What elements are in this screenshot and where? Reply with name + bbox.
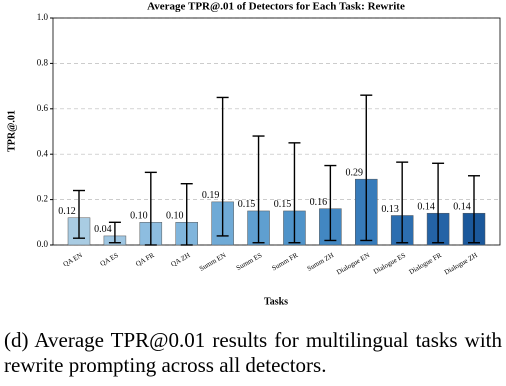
x-tick-label: Dialogue ES	[372, 251, 407, 276]
x-tick-label: Summ EN	[198, 251, 227, 273]
value-label: 0.10	[130, 211, 148, 222]
plot-frame	[52, 17, 501, 246]
y-tick-label: 0.2	[37, 194, 48, 204]
x-tick-label: Dialogue EN	[335, 251, 371, 276]
value-label: 0.13	[381, 204, 399, 215]
chart: Average TPR@.01 of Detectors for Each Ta…	[6, 1, 501, 307]
caption: (d) Average TPR@0.01 results for multili…	[4, 328, 502, 377]
x-tick-label: QA ZH	[170, 251, 192, 268]
value-label: 0.10	[166, 211, 184, 222]
x-tick-label: QA FR	[134, 251, 156, 268]
value-label: 0.19	[202, 190, 220, 201]
value-label: 0.29	[346, 167, 364, 178]
x-tick-label: Dialogue ZH	[443, 251, 479, 276]
x-tick-label: Summ ES	[235, 251, 264, 272]
value-label: 0.14	[453, 202, 471, 213]
value-label: 0.15	[274, 199, 292, 210]
y-tick-label: 0.4	[37, 148, 49, 158]
x-tick-label: QA ES	[99, 251, 120, 268]
value-label: 0.12	[58, 206, 76, 217]
y-tick-label: 0.6	[37, 103, 49, 113]
value-label: 0.04	[94, 224, 112, 235]
x-tick-label: Summ FR	[270, 251, 299, 272]
x-tick-label: Summ ZH	[306, 251, 335, 273]
x-tick-label: QA EN	[62, 251, 84, 268]
y-tick-label: 0.8	[37, 57, 49, 67]
x-tick-label: Dialogue FR	[408, 251, 443, 276]
value-label: 0.14	[417, 202, 435, 213]
value-label: 0.16	[310, 197, 328, 208]
chart-title: Average TPR@.01 of Detectors for Each Ta…	[147, 1, 405, 13]
y-axis-label: TPR@.01	[6, 110, 17, 152]
x-axis-label: Tasks	[264, 296, 288, 307]
y-tick-label: 0.0	[37, 239, 49, 249]
y-tick-label: 1.0	[37, 12, 49, 22]
value-label: 0.15	[238, 199, 256, 210]
